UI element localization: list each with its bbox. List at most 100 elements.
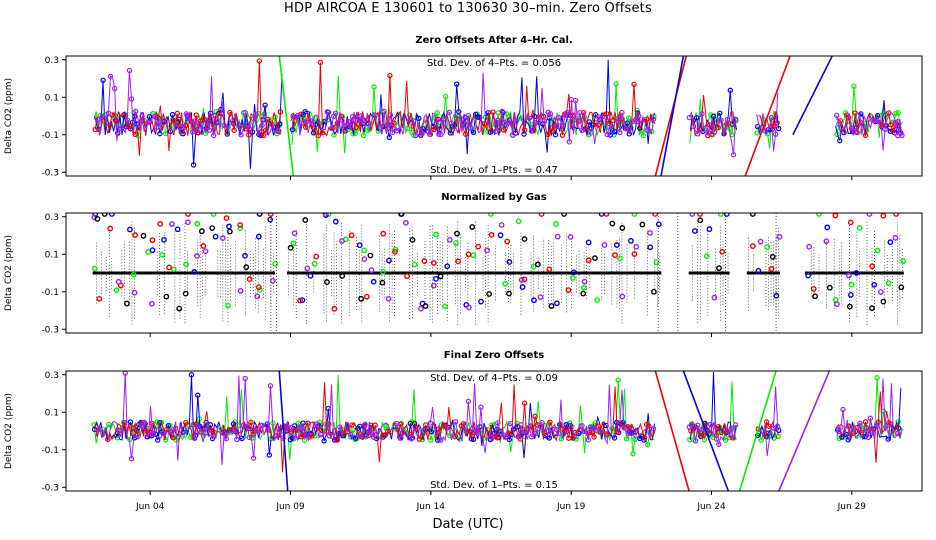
data-point: [165, 271, 169, 275]
excursion-line: [778, 371, 831, 491]
data-point: [157, 221, 164, 227]
data-point: [506, 290, 512, 297]
data-point: [138, 271, 142, 275]
x-tick-label: Jun 19: [556, 502, 586, 512]
data-point: [804, 271, 808, 275]
data-point: [168, 221, 175, 227]
data-point: [768, 266, 775, 272]
data-point: [269, 277, 276, 284]
data-point: [527, 271, 531, 275]
data-point: [759, 271, 763, 275]
data-point: [519, 271, 523, 275]
data-point: [272, 261, 279, 267]
data-point: [620, 419, 626, 426]
data-point: [716, 265, 722, 272]
data-point: [816, 213, 822, 217]
data-point: [322, 213, 329, 217]
data-point: [443, 271, 447, 275]
data-point: [479, 271, 483, 275]
data-point: [647, 230, 653, 236]
data-point: [145, 271, 149, 275]
data-point: [307, 272, 314, 279]
plot-frame: [65, 55, 923, 177]
data-point: [619, 225, 626, 231]
data-point: [404, 273, 410, 280]
data-point: [703, 253, 710, 260]
std-dev-annotation: Std. Dev. of 1–Pts. = 0.47: [430, 165, 558, 176]
data-point: [810, 286, 817, 292]
data-point: [242, 252, 248, 259]
data-point: [766, 271, 770, 275]
data-point: [610, 271, 614, 275]
data-point: [453, 271, 457, 275]
data-point: [421, 258, 428, 264]
data-point: [612, 252, 618, 258]
data-point: [363, 293, 370, 300]
data-point: [644, 127, 650, 134]
data-point: [721, 271, 725, 275]
data-point: [688, 271, 692, 275]
data-point: [686, 114, 693, 121]
data-point: [488, 231, 495, 238]
data-point: [893, 271, 897, 275]
data-point: [484, 271, 488, 275]
series-line: [836, 86, 903, 138]
data-point: [463, 271, 467, 275]
data-point: [319, 271, 323, 275]
data-point: [200, 243, 207, 249]
excursion-line: [738, 371, 777, 491]
data-point: [650, 288, 657, 295]
data-point: [769, 253, 776, 260]
data-point: [133, 432, 139, 439]
data-point: [115, 271, 119, 275]
data-point: [202, 248, 209, 255]
data-point: [367, 252, 374, 259]
series-green: [91, 213, 907, 310]
data-point: [535, 426, 541, 432]
data-point: [360, 117, 366, 124]
data-point: [255, 284, 262, 291]
data-point: [497, 232, 504, 239]
data-point: [619, 293, 626, 300]
data-point: [309, 271, 313, 275]
plot-frame: [65, 212, 923, 334]
data-point: [317, 271, 321, 275]
data-point: [125, 271, 129, 275]
data-point: [776, 233, 783, 240]
data-point: [489, 271, 493, 275]
data-point: [243, 264, 250, 271]
series-line: [94, 60, 281, 156]
excursion-line: [654, 56, 688, 176]
data-point: [198, 271, 202, 275]
data-point: [585, 271, 589, 275]
data-point: [405, 271, 409, 275]
data-point: [602, 271, 606, 275]
data-point: [824, 224, 831, 231]
data-point: [598, 213, 605, 217]
data-point: [234, 271, 238, 275]
data-point: [124, 300, 130, 307]
data-point: [873, 271, 877, 275]
data-point: [256, 213, 263, 217]
data-point: [847, 219, 854, 226]
series-green: [91, 374, 903, 461]
data-point: [501, 271, 505, 275]
data-point: [723, 213, 730, 217]
data-point: [361, 247, 368, 254]
data-point: [254, 271, 258, 275]
excursion-line: [744, 56, 791, 176]
data-point: [237, 287, 244, 294]
data-point: [719, 248, 726, 255]
data-point: [617, 255, 624, 262]
data-point: [900, 258, 907, 265]
data-point: [850, 271, 854, 275]
data-point: [260, 132, 267, 139]
data-point: [339, 117, 345, 124]
data-point: [562, 271, 566, 275]
data-point: [823, 238, 830, 245]
data-point: [880, 271, 884, 275]
series-magenta: [95, 67, 905, 158]
data-point: [106, 421, 112, 428]
data-point: [398, 213, 405, 217]
data-point: [403, 271, 407, 275]
